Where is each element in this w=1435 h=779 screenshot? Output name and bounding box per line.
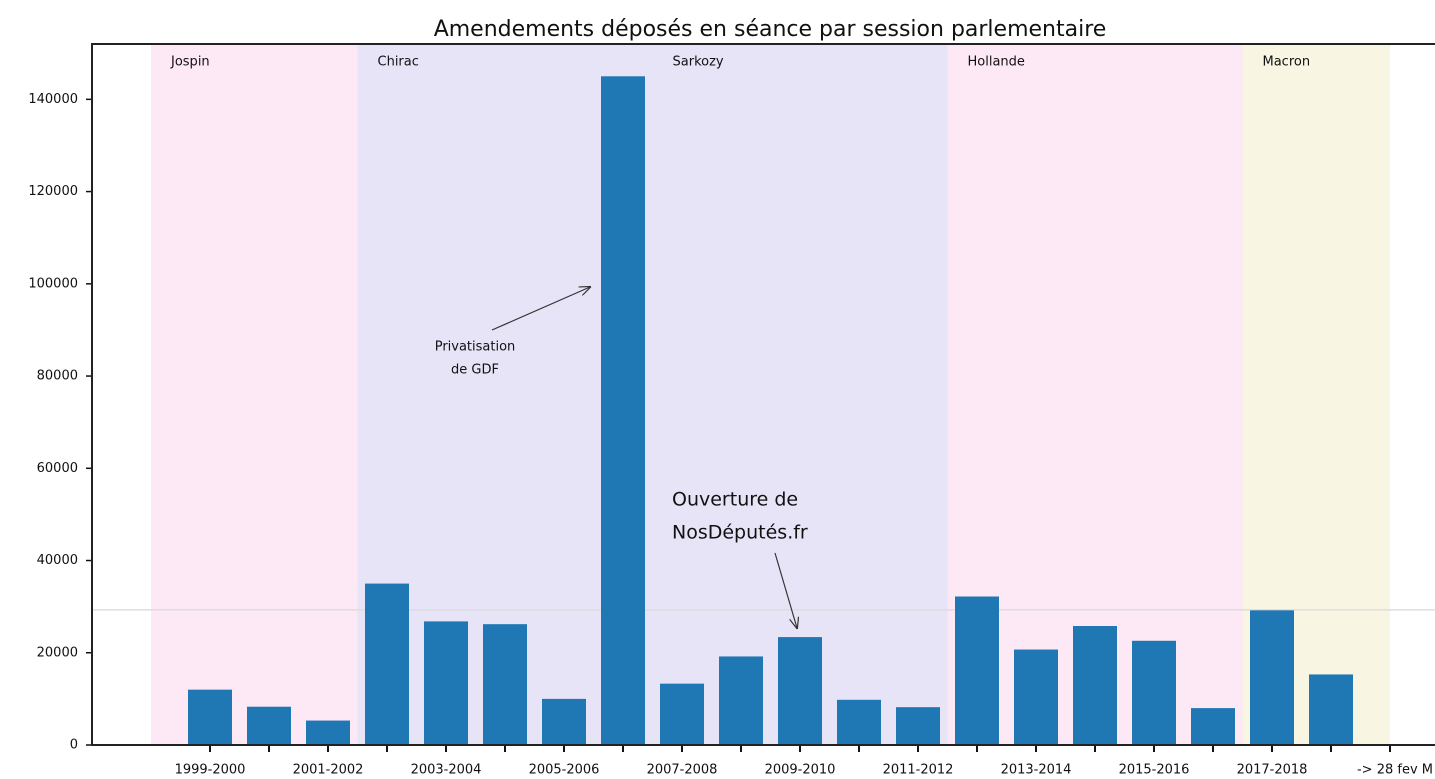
bar bbox=[778, 637, 822, 745]
bar bbox=[601, 76, 645, 745]
annotation-arrow bbox=[774, 552, 797, 628]
bar bbox=[955, 596, 999, 745]
x-tick-label: -> 28 fev M bbox=[1357, 763, 1433, 778]
period-label: Macron bbox=[1263, 55, 1311, 70]
bar bbox=[1191, 708, 1235, 745]
y-tick-label: 80000 bbox=[37, 369, 78, 384]
x-tick-label: 2013-2014 bbox=[1001, 763, 1072, 778]
bar bbox=[1132, 640, 1176, 745]
x-tick-label: 2003-2004 bbox=[411, 763, 482, 778]
x-tick-label: 1999-2000 bbox=[175, 763, 246, 778]
y-tick-label: 140000 bbox=[28, 92, 78, 107]
bar bbox=[1014, 649, 1058, 745]
bar bbox=[424, 621, 468, 745]
annotation: Privatisation bbox=[435, 340, 516, 355]
period-label: Hollande bbox=[968, 55, 1025, 70]
bar bbox=[365, 583, 409, 745]
chart-title: Amendements déposés en séance par sessio… bbox=[434, 17, 1107, 42]
bar bbox=[719, 656, 763, 745]
y-tick-label: 120000 bbox=[28, 184, 78, 199]
x-tick-label: 2001-2002 bbox=[293, 763, 364, 778]
annotation: NosDéputés.fr bbox=[672, 522, 808, 544]
y-tick-label: 40000 bbox=[37, 553, 78, 568]
x-tick-label: 2015-2016 bbox=[1119, 763, 1190, 778]
x-tick-label: 2009-2010 bbox=[765, 763, 836, 778]
bar bbox=[1250, 610, 1294, 745]
period-band bbox=[151, 44, 358, 745]
bar bbox=[542, 698, 586, 745]
y-tick-label: 20000 bbox=[37, 645, 78, 660]
x-tick-label: 2017-2018 bbox=[1237, 763, 1308, 778]
y-tick-label: 60000 bbox=[37, 461, 78, 476]
x-tick-label: 2007-2008 bbox=[647, 763, 718, 778]
bar bbox=[896, 707, 940, 745]
period-label: Sarkozy bbox=[673, 55, 724, 70]
bar bbox=[247, 706, 291, 745]
y-tick-label: 0 bbox=[70, 738, 78, 753]
annotation-arrow bbox=[491, 287, 590, 331]
annotation: Ouverture de bbox=[672, 489, 798, 511]
bar bbox=[1073, 626, 1117, 745]
period-label: Jospin bbox=[170, 55, 210, 70]
bar bbox=[1309, 674, 1353, 745]
period-label: Chirac bbox=[378, 55, 419, 70]
plot-frame bbox=[91, 43, 1435, 746]
bar bbox=[660, 683, 704, 745]
y-tick-label: 100000 bbox=[28, 276, 78, 291]
bar bbox=[483, 624, 527, 745]
bar bbox=[188, 689, 232, 745]
x-tick-label: 2005-2006 bbox=[529, 763, 600, 778]
annotation: de GDF bbox=[451, 363, 499, 378]
bar bbox=[306, 720, 350, 745]
x-tick-label: 2011-2012 bbox=[883, 763, 954, 778]
period-band bbox=[652, 44, 948, 745]
bar bbox=[837, 699, 881, 745]
